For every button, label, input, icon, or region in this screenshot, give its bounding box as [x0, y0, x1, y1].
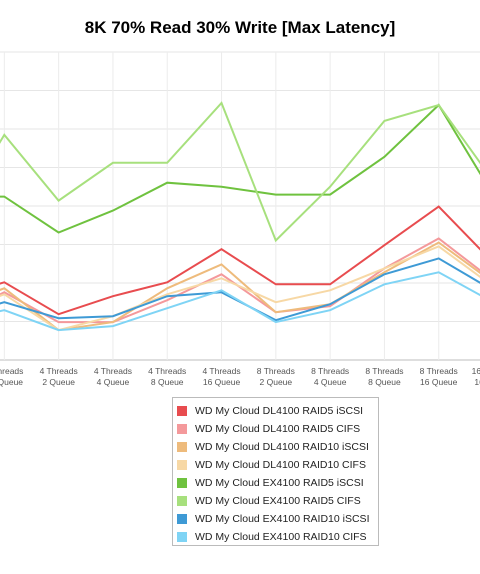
- legend-label: WD My Cloud EX4100 RAID10 CIFS: [195, 531, 367, 543]
- legend-swatch: [177, 532, 187, 542]
- legend-item: WD My Cloud DL4100 RAID10 CIFS: [177, 456, 378, 474]
- legend-swatch: [177, 514, 187, 524]
- series-line: [0, 103, 480, 234]
- series-line: [0, 257, 480, 322]
- series-7: [0, 271, 480, 332]
- series-line: [0, 241, 480, 332]
- legend-item: WD My Cloud EX4100 RAID10 iSCSI: [177, 510, 378, 528]
- x-tick-label: 4 Threads 4 Queue: [94, 366, 132, 387]
- legend-item: WD My Cloud DL4100 RAID5 CIFS: [177, 420, 378, 438]
- series-line: [0, 205, 480, 316]
- legend: WD My Cloud DL4100 RAID5 iSCSI WD My Clou…: [172, 397, 379, 546]
- series-0: [0, 205, 480, 316]
- chart-title: 8K 70% Read 30% Write [Max Latency]: [84, 18, 396, 37]
- series-line: [0, 271, 480, 332]
- series-line: [0, 101, 480, 243]
- x-tick-label: 4 Threads 16 Queue: [202, 366, 240, 387]
- legend-swatch: [177, 406, 187, 416]
- grid-lines: [0, 51, 480, 361]
- legend-swatch: [177, 478, 187, 488]
- x-tick-label: 8 Threads 4 Queue: [311, 366, 349, 387]
- x-tick-label: 4 Threads 2 Queue: [40, 366, 78, 387]
- series-line: [0, 245, 480, 332]
- legend-swatch: [177, 496, 187, 506]
- x-tick-label: 8 Threads 16 Queue: [420, 366, 458, 387]
- legend-label: WD My Cloud EX4100 RAID10 iSCSI: [195, 513, 370, 525]
- legend-label: WD My Cloud DL4100 RAID10 iSCSI: [195, 441, 369, 453]
- legend-label: WD My Cloud DL4100 RAID5 iSCSI: [195, 405, 364, 417]
- legend-swatch: [177, 460, 187, 470]
- x-tick-label: 4 Threads 8 Queue: [148, 366, 186, 387]
- legend-swatch: [177, 442, 187, 452]
- legend-swatch: [177, 424, 187, 434]
- legend-item: WD My Cloud EX4100 RAID5 CIFS: [177, 492, 378, 510]
- legend-label: WD My Cloud EX4100 RAID5 iSCSI: [195, 477, 364, 489]
- legend-item: WD My Cloud DL4100 RAID10 iSCSI: [177, 438, 378, 456]
- x-tick-label: 8 Threads 8 Queue: [365, 366, 403, 387]
- x-tick-label: 8 Threads 2 Queue: [257, 366, 295, 387]
- series-6: [0, 257, 480, 322]
- legend-item: WD My Cloud EX4100 RAID5 iSCSI: [177, 474, 378, 492]
- series-5: [0, 101, 480, 243]
- series-lines: [0, 101, 480, 332]
- legend-item: WD My Cloud EX4100 RAID10 CIFS: [177, 528, 378, 546]
- series-4: [0, 103, 480, 234]
- legend-label: WD My Cloud DL4100 RAID10 CIFS: [195, 459, 366, 471]
- legend-label: WD My Cloud DL4100 RAID5 CIFS: [195, 423, 361, 435]
- legend-label: WD My Cloud EX4100 RAID5 CIFS: [195, 495, 361, 507]
- legend-item: WD My Cloud DL4100 RAID5 iSCSI: [177, 402, 378, 420]
